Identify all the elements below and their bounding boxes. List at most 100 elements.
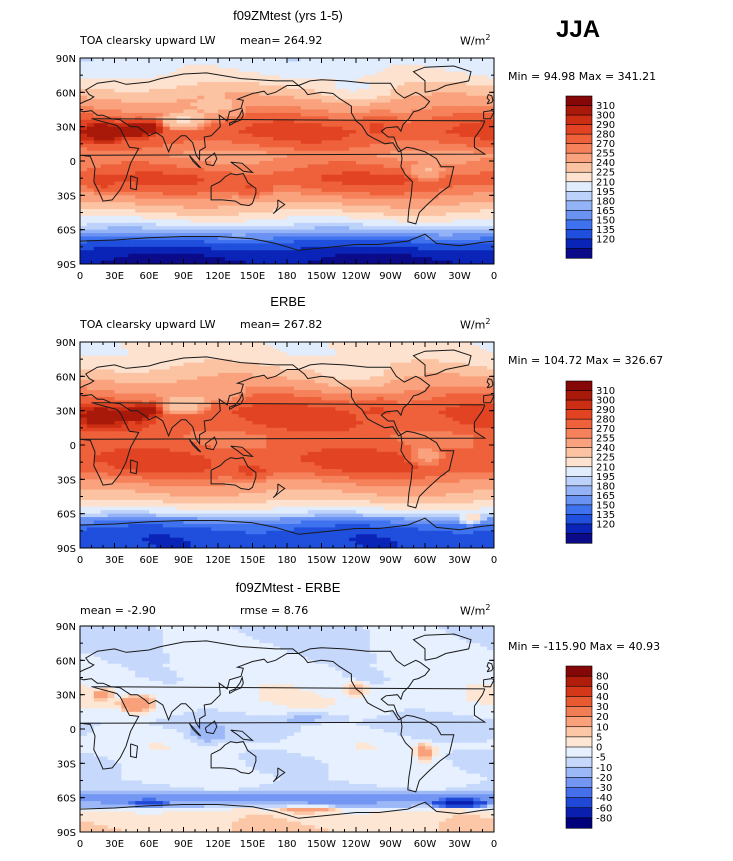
x-tick-label: 90W [379, 839, 402, 850]
x-tick-label: 0 [77, 271, 83, 282]
colorbar-swatch [565, 456, 593, 468]
y-tick-label: 0 [70, 441, 76, 452]
colorbar-label: 165 [596, 491, 615, 502]
panel-1-field-label: TOA clearsky upward LW [80, 34, 216, 47]
colorbar-label: 20 [596, 712, 609, 723]
y-tick-label: 0 [70, 157, 76, 168]
colorbar-label: 280 [596, 415, 615, 426]
colorbar-label: -5 [596, 753, 606, 764]
colorbar-label: 150 [596, 500, 615, 511]
y-tick-label: 90S [57, 544, 76, 555]
colorbar-label: -40 [596, 793, 612, 804]
y-tick-label: 90N [56, 622, 76, 633]
colorbar-swatch [565, 238, 593, 250]
colorbar-label: 300 [596, 396, 615, 407]
panel-2-mean: mean= 267.82 [240, 318, 323, 331]
panel-3-rmse: rmse = 8.76 [240, 604, 309, 617]
colorbar-swatch [565, 504, 593, 516]
colorbar-label: 240 [596, 443, 615, 454]
panel-1-units: W/m2 [460, 33, 490, 48]
x-tick-label: 120E [205, 271, 230, 282]
colorbar-swatch [565, 466, 593, 477]
colorbar-label: 270 [596, 139, 615, 150]
panel-2-units-exp: 2 [485, 317, 491, 326]
colorbar-label: -60 [596, 803, 612, 814]
colorbar-swatch [565, 495, 593, 506]
colorbar-label: 80 [596, 672, 609, 683]
colorbar-swatch [565, 114, 593, 126]
y-tick-label: 30S [57, 191, 76, 202]
colorbar-swatch [565, 817, 593, 829]
colorbar-label: 225 [596, 168, 615, 179]
x-tick-label: 150W [307, 271, 336, 282]
colorbar-swatch [565, 229, 593, 240]
y-tick-label: 30N [56, 123, 76, 134]
colorbar-swatch [565, 777, 593, 789]
coastlines [80, 65, 494, 264]
x-tick-label: 60E [139, 271, 158, 282]
colorbar-swatch [565, 746, 593, 758]
colorbar-swatch [565, 124, 593, 135]
panel-1-colorbar: 3103002902802702552402252101951801651501… [565, 95, 615, 259]
colorbar-swatch [565, 190, 593, 202]
x-tick-label: 90W [379, 555, 402, 566]
colorbar-swatch [565, 675, 593, 687]
colorbar-label: 180 [596, 481, 615, 492]
y-tick-label: 90N [56, 338, 76, 349]
y-tick-label: 60N [56, 656, 76, 667]
colorbar-swatch [565, 523, 593, 535]
colorbar-swatch [565, 152, 593, 164]
panel-1-units-exp: 2 [485, 33, 491, 42]
x-tick-label: 150E [240, 839, 265, 850]
field-cells [80, 58, 494, 264]
colorbar-label: -80 [596, 813, 612, 824]
colorbar-label: 30 [596, 702, 609, 713]
colorbar-label: 5 [596, 732, 602, 743]
panel-1-mean: mean= 264.92 [240, 34, 323, 47]
colorbar-swatch [565, 514, 593, 525]
colorbar-swatch [565, 409, 593, 420]
x-tick-label: 90W [379, 271, 402, 282]
y-tick-label: 60S [57, 226, 76, 237]
colorbar-label: 225 [596, 453, 615, 464]
x-tick-label: 180 [277, 839, 296, 850]
y-tick-label: 60S [57, 510, 76, 521]
colorbar-label: 300 [596, 111, 615, 122]
colorbar-swatch [565, 399, 593, 411]
colorbar-label: 310 [596, 386, 615, 397]
colorbar-swatch [565, 248, 593, 259]
colorbar-label: 120 [596, 234, 615, 245]
colorbar-label: 310 [596, 101, 615, 112]
colorbar-swatch [565, 210, 593, 221]
x-tick-label: 30E [105, 839, 124, 850]
colorbar-swatch [565, 736, 593, 748]
colorbar-label: 10 [596, 722, 609, 733]
colorbar-swatch [565, 200, 593, 211]
colorbar-swatch [565, 418, 593, 430]
panel-2-title: ERBE [270, 294, 306, 309]
colorbar-label: 135 [596, 225, 615, 236]
field-cells [80, 342, 494, 548]
colorbar-swatch [565, 181, 593, 192]
y-tick-label: 60N [56, 372, 76, 383]
y-tick-label: 60N [56, 88, 76, 99]
x-tick-label: 30W [448, 839, 471, 850]
x-tick-label: 90E [174, 555, 193, 566]
colorbar-label: 150 [596, 215, 615, 226]
panel-3-minmax: Min = -115.90 Max = 40.93 [508, 640, 661, 653]
x-tick-label: 60E [139, 839, 158, 850]
field-cells [80, 626, 494, 832]
y-tick-label: 90S [57, 260, 76, 271]
colorbar-label: 210 [596, 177, 615, 188]
colorbar-swatch [565, 428, 593, 439]
colorbar-swatch [565, 390, 593, 401]
x-tick-label: 150E [240, 555, 265, 566]
colorbar-swatch [565, 797, 593, 809]
panel-2-colorbar: 3103002902802702552402252101951801651501… [565, 380, 615, 544]
colorbar-swatch [565, 485, 593, 496]
x-tick-label: 120W [342, 839, 371, 850]
colorbar-label: 255 [596, 434, 615, 445]
x-tick-label: 0 [77, 839, 83, 850]
x-tick-label: 30E [105, 271, 124, 282]
